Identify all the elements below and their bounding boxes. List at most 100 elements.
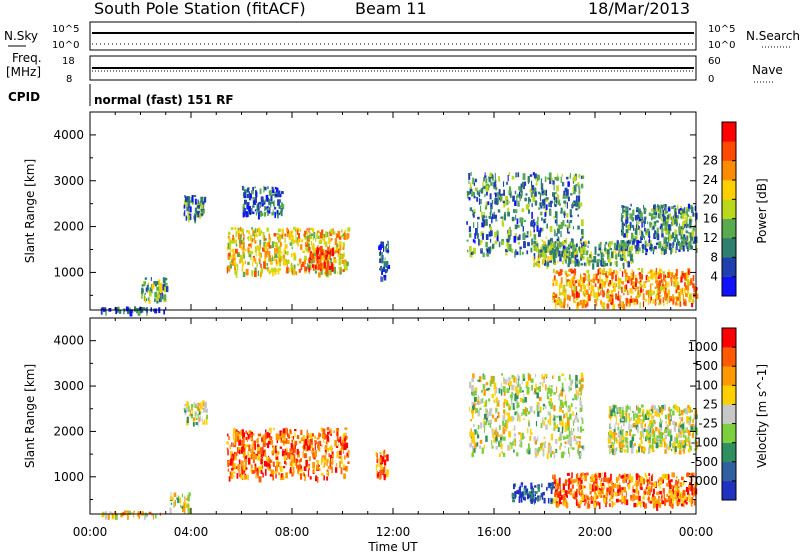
data-cell [682,208,685,212]
data-cell [193,215,195,220]
data-cell [637,226,640,230]
data-cell [233,255,236,258]
freq-panel: Freq. [MHz] 18 8 60 0 Nave [6,51,783,85]
data-cell [477,397,480,404]
data-cell [187,200,191,206]
data-cell [503,436,506,441]
data-cell [579,400,582,406]
data-cell [527,427,529,434]
data-cell [650,274,653,279]
data-cell [323,475,325,481]
data-cell [641,248,644,254]
data-cell [273,267,277,272]
data-cell [536,243,539,249]
data-cell [301,239,304,243]
data-cell [280,191,284,195]
data-cell [269,437,273,441]
data-cell [318,263,321,270]
data-cell [660,248,664,251]
data-cell [590,279,593,282]
data-cell [630,232,634,240]
data-cell [546,453,549,460]
data-cell [507,211,510,217]
data-cell [579,452,582,456]
data-cell [645,275,648,280]
data-cell [570,480,573,484]
data-cell [555,279,558,287]
data-cell [550,238,553,243]
data-cell [622,421,625,427]
data-cell [676,282,678,288]
data-cell [694,484,696,490]
data-cell [568,244,571,249]
data-cell [632,292,634,295]
data-cell [582,246,585,250]
data-cell [319,245,323,253]
data-cell [637,481,639,486]
data-cell [259,253,262,259]
data-cell [615,498,619,503]
data-cell [661,279,663,283]
data-cell [574,495,578,500]
data-cell [487,420,490,423]
colorbar-tick-label: 20 [703,192,718,206]
data-cell [570,259,573,263]
data-cell [318,272,321,278]
data-cell [686,280,690,286]
data-cell [661,409,664,412]
data-cell [200,213,204,216]
data-cell [555,247,559,250]
data-cell [638,217,642,222]
data-cell [379,475,381,481]
data-cell [514,411,517,416]
data-cell [635,413,639,419]
data-cell [604,270,608,274]
data-cell [638,272,642,276]
data-cell [522,398,525,403]
data-cell [573,297,575,303]
data-cell [327,448,330,452]
data-cell [473,424,475,428]
data-cell [316,247,318,251]
data-cell [324,257,328,263]
data-cell [556,197,558,204]
data-cell [250,207,253,215]
data-cell [336,428,339,431]
data-cell [688,247,690,251]
data-cell [508,244,512,250]
data-cell [559,298,562,305]
data-cell [274,211,276,219]
data-cell [681,216,683,220]
data-cell [466,221,468,225]
data-cell [383,261,386,268]
data-cell [649,413,653,416]
data-cell [554,211,558,218]
data-cell [474,240,476,244]
data-cell [234,259,236,265]
data-cell [583,493,585,500]
data-cell [310,227,313,231]
data-cell [376,470,379,474]
data-cell [488,398,491,402]
data-cell [532,172,535,176]
data-cell [509,416,512,422]
data-cell [320,473,324,476]
data-cell [645,486,649,490]
data-cell [553,275,556,281]
data-cell [380,276,382,282]
data-cell [601,482,605,486]
data-cell [609,503,611,507]
data-cell [490,238,492,243]
data-cell [470,419,472,422]
data-cell [569,379,573,387]
data-cell [683,302,685,305]
data-cell [549,250,553,255]
data-cell [560,442,562,447]
data-cell [246,188,249,193]
data-cell [283,455,287,461]
data-cell [244,248,247,251]
data-cell [629,239,632,243]
data-cell [538,249,541,255]
colorbar-segment [722,160,736,181]
data-cell [106,512,108,517]
